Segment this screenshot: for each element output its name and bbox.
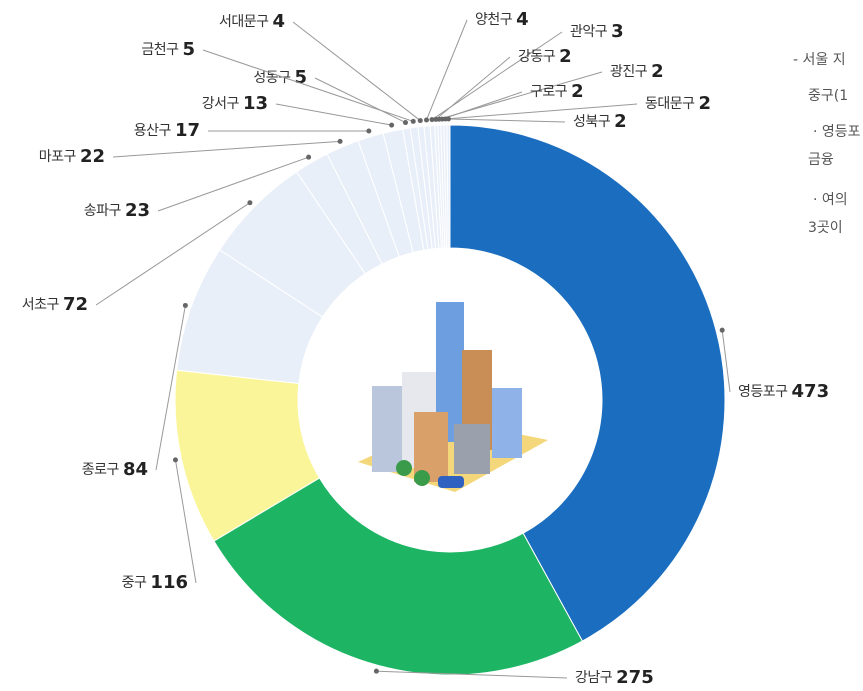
leader-line (427, 20, 467, 120)
leader-dot (720, 328, 725, 333)
leader-dot (173, 457, 178, 462)
side-text-line: · 영등포 (813, 124, 861, 140)
leader-dot (306, 155, 311, 160)
leader-dot (374, 669, 379, 674)
leader-dot (183, 303, 188, 308)
slice-name: 양천구 (475, 12, 513, 28)
leader-line (293, 22, 420, 121)
slice-value: 473 (792, 381, 830, 402)
slice-name: 강서구 (202, 96, 240, 112)
chart: - 서울 지중구(1 · 영등포금융 · 여의 3곳이 영등포구473 강남구275 중구… (0, 0, 863, 691)
leader-dot (389, 123, 394, 128)
side-text-line: 3곳이 (808, 220, 843, 236)
leader-dot (403, 120, 408, 125)
slice-value: 116 (150, 572, 188, 593)
slice-value: 2 (699, 93, 712, 114)
slice-value: 84 (123, 459, 148, 480)
leader-dot (247, 200, 252, 205)
slice-value: 5 (182, 39, 195, 60)
side-text-line: - 서울 지 (793, 52, 846, 68)
slice-value: 72 (63, 294, 88, 315)
slice-name: 구로구 (530, 84, 568, 100)
leader-line (442, 92, 522, 119)
leader-dot (446, 117, 451, 122)
slice-name: 광진구 (610, 64, 648, 80)
slice-name: 동대문구 (645, 96, 695, 112)
slice-value: 17 (175, 120, 200, 141)
slice-name: 영등포구 (738, 384, 788, 400)
slice-value: 2 (559, 46, 572, 67)
leader-dot (424, 117, 429, 122)
slice-value: 275 (616, 667, 654, 688)
leader-line (448, 119, 565, 122)
leader-line (113, 141, 340, 157)
slice-name: 마포구 (39, 149, 77, 165)
leader-dot (411, 119, 416, 124)
slice-name: 서대문구 (219, 14, 269, 30)
slice-value: 2 (614, 111, 627, 132)
slice-name: 종로구 (82, 462, 120, 478)
leader-line (315, 78, 405, 123)
slice-name: 관악구 (570, 24, 608, 40)
slice-value: 23 (125, 200, 150, 221)
slice-value: 4 (272, 11, 285, 32)
leader-dot (418, 118, 423, 123)
slice-value: 2 (651, 61, 664, 82)
slice-name: 송파구 (84, 203, 122, 219)
slice-value: 4 (516, 9, 529, 30)
slice-value: 22 (80, 146, 105, 167)
leader-dot (366, 128, 371, 133)
slice-name: 강동구 (518, 49, 556, 65)
slice-name: 성북구 (573, 114, 611, 130)
leader-line (436, 57, 510, 119)
side-text-line: · 여의 (813, 192, 848, 208)
slice-name: 금천구 (141, 42, 179, 58)
slice-name: 용산구 (134, 123, 172, 139)
leader-dot (338, 139, 343, 144)
side-text-line: 금융 (808, 152, 834, 168)
slice-value: 3 (611, 21, 624, 42)
slice-name: 중구 (122, 575, 147, 591)
slice-name: 서초구 (22, 297, 60, 313)
side-text-line: 중구(1 (808, 88, 848, 104)
slice-value: 2 (571, 81, 584, 102)
slice-value: 13 (243, 93, 268, 114)
slice-name: 강남구 (575, 670, 613, 686)
